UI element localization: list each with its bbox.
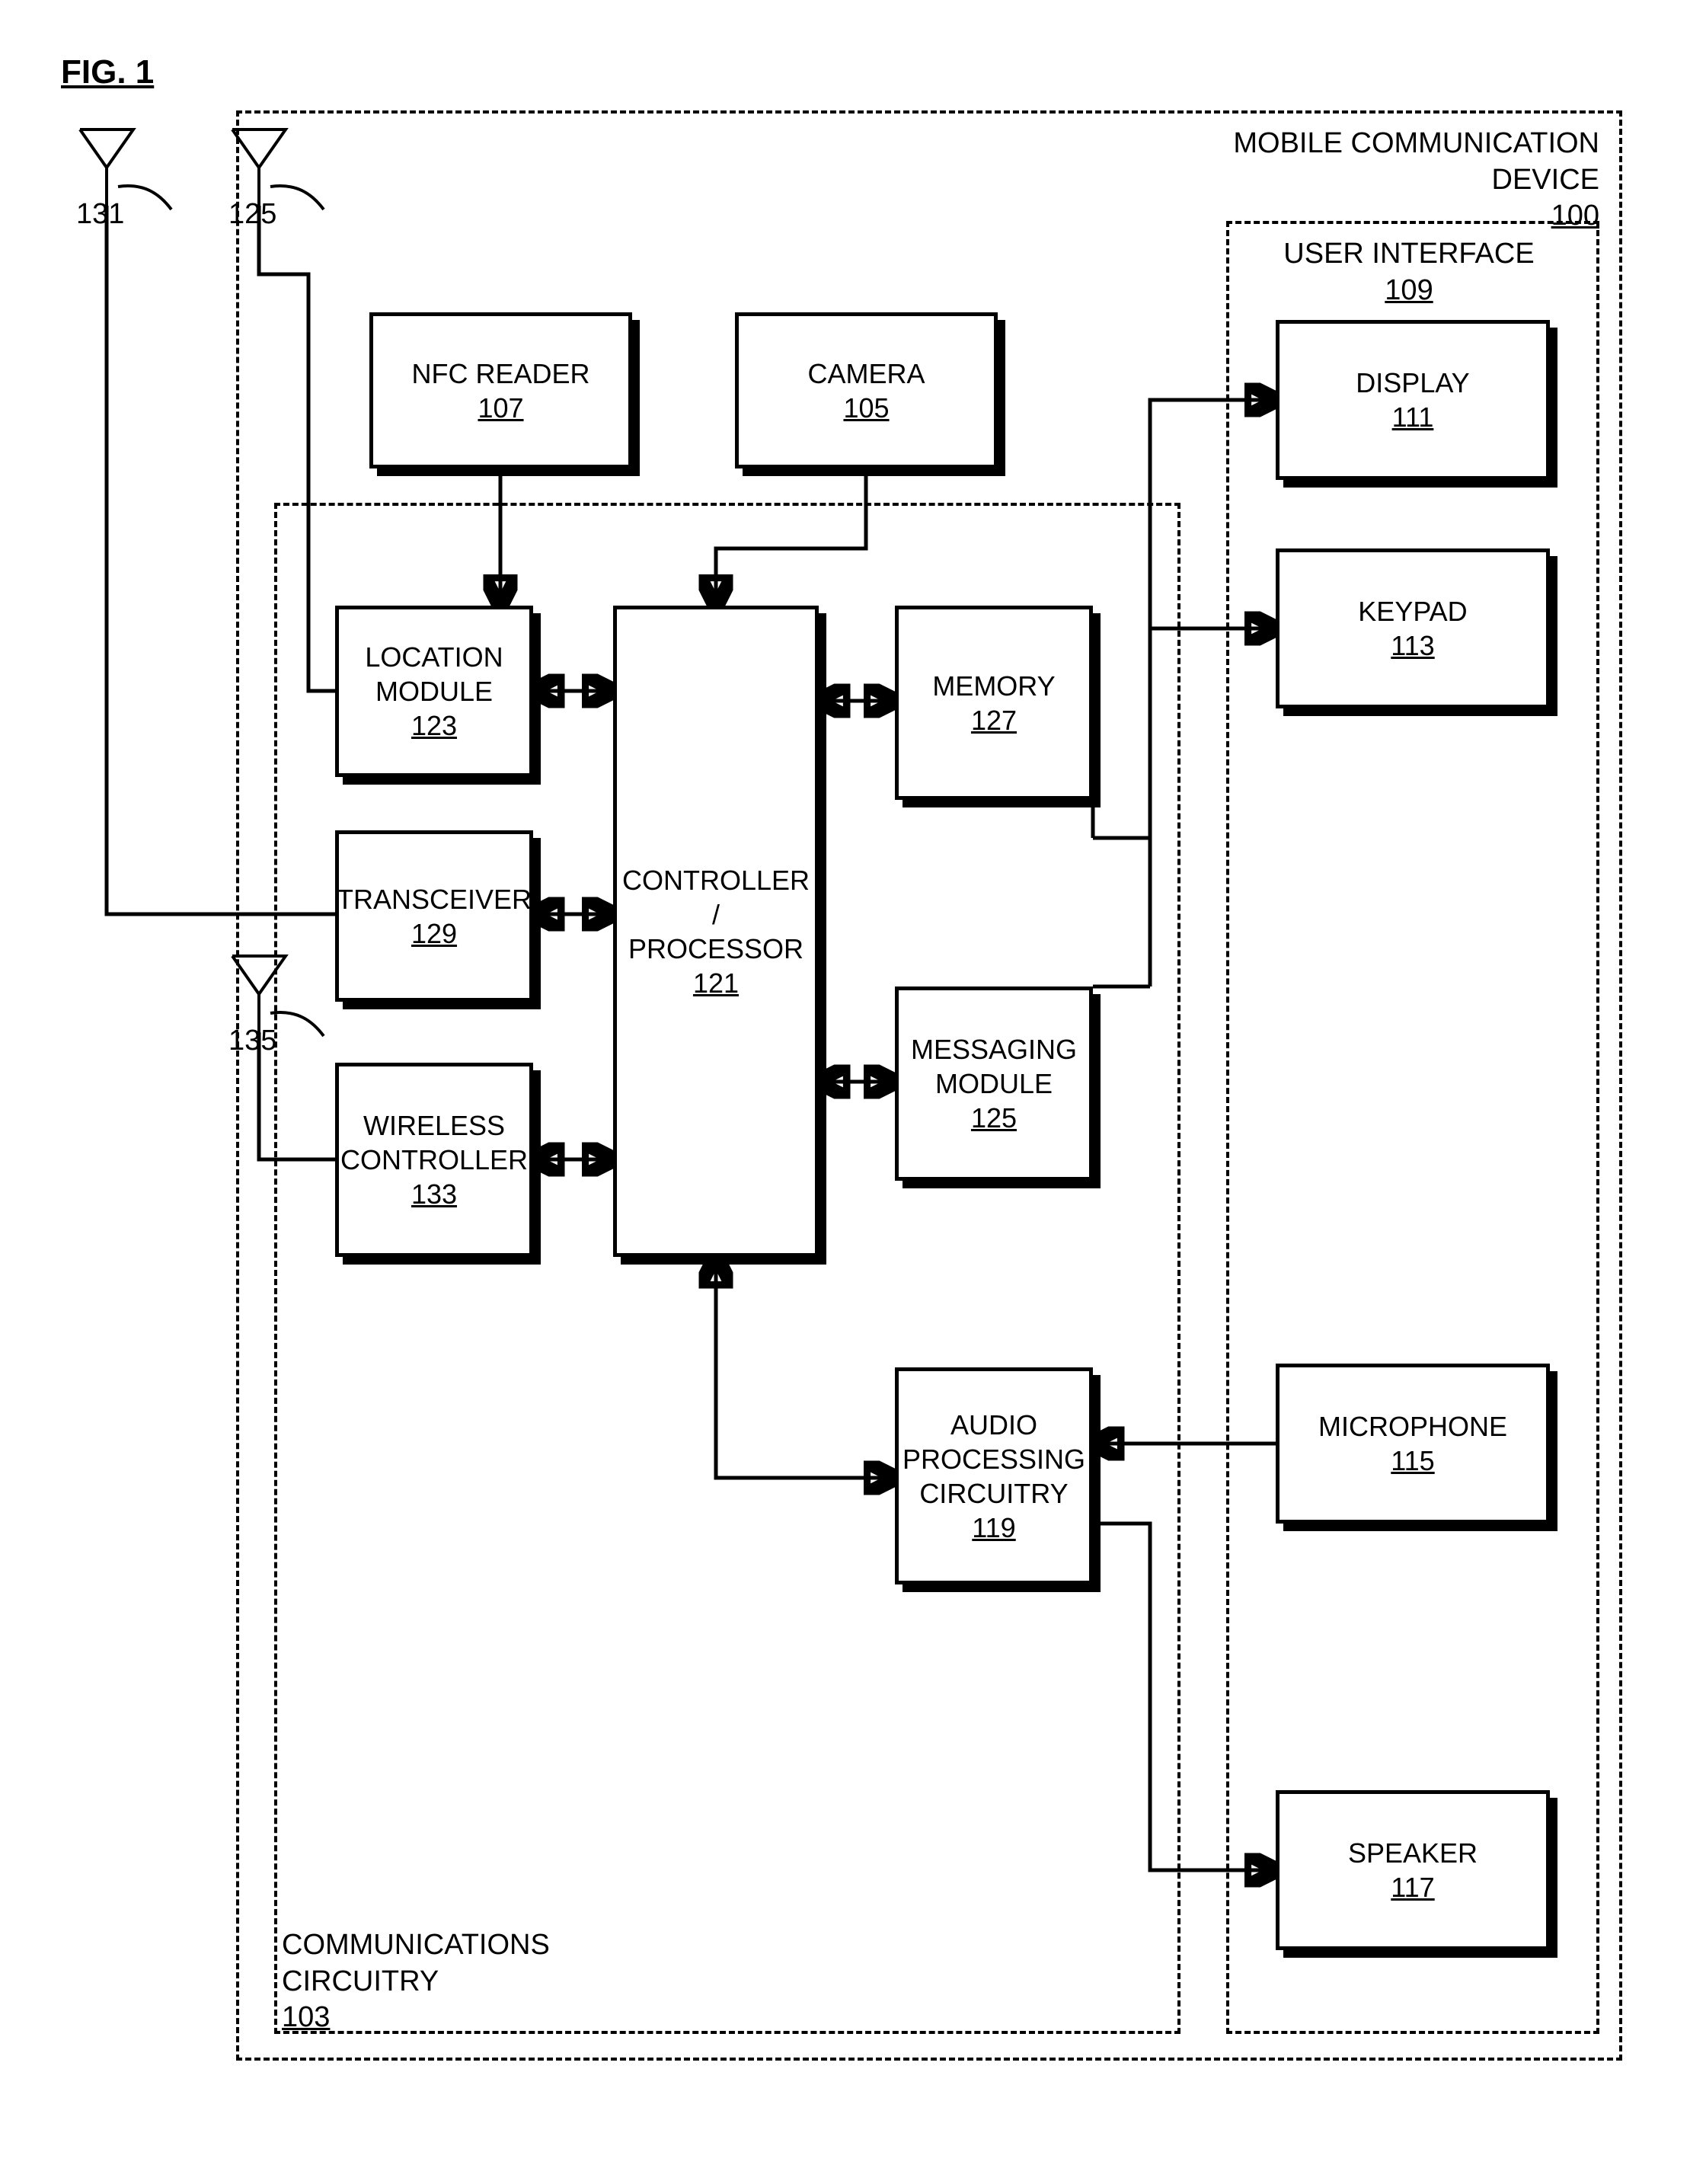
block-cpu-ref: 121 [693,966,739,1000]
block-cpu-name1: CONTROLLER / [617,863,815,932]
block-xcvr: TRANSCEIVER 129 [335,830,533,1002]
block-audio: AUDIO PROCESSING CIRCUITRY 119 [895,1367,1093,1584]
block-loc: LOCATION MODULE 123 [335,606,533,777]
block-cpu: CONTROLLER / PROCESSOR 121 [613,606,819,1257]
block-loc-name2: MODULE [375,674,493,708]
container-comm-text2: CIRCUITRY [282,1965,439,1997]
block-nfc: NFC READER 107 [369,312,632,468]
block-display-ref: 111 [1392,400,1434,434]
container-ui [1226,221,1599,2034]
container-comm-label: COMMUNICATIONS CIRCUITRY 103 [282,1927,556,2036]
page: FIG. 1 131 125 135 MOBILE COMMUNICATION … [0,0,1706,2184]
block-display-name: DISPLAY [1356,366,1469,400]
block-camera-ref: 105 [843,391,889,425]
block-msg-name2: MODULE [935,1066,1053,1101]
container-device-label: MOBILE COMMUNICATION DEVICE 100 [1173,126,1599,235]
block-audio-name3: CIRCUITRY [919,1476,1068,1511]
container-ui-ref: 109 [1385,274,1433,306]
block-msg-ref: 125 [971,1101,1017,1135]
block-spk: SPEAKER 117 [1276,1790,1550,1950]
block-mic: MICROPHONE 115 [1276,1364,1550,1524]
block-mic-ref: 115 [1391,1444,1434,1478]
block-camera: CAMERA 105 [735,312,998,468]
block-camera-name: CAMERA [807,357,925,391]
block-cpu-name2: PROCESSOR [628,932,803,966]
block-nfc-ref: 107 [478,391,523,425]
container-ui-label: USER INTERFACE 109 [1249,236,1569,309]
block-memory-ref: 127 [971,703,1017,737]
block-wctrl: WIRELESS CONTROLLER 133 [335,1063,533,1257]
block-spk-ref: 117 [1391,1870,1434,1904]
block-loc-name1: LOCATION [365,640,503,674]
block-nfc-name: NFC READER [411,357,589,391]
block-mic-name: MICROPHONE [1318,1409,1507,1444]
block-keypad-ref: 113 [1391,628,1434,663]
block-wctrl-ref: 133 [411,1177,457,1211]
container-comm-text1: COMMUNICATIONS [282,1929,550,1961]
block-audio-ref: 119 [972,1511,1015,1545]
antenna-131-label: 131 [76,198,124,231]
block-msg-name1: MESSAGING [911,1032,1077,1066]
container-comm-ref: 103 [282,2001,330,2033]
container-ui-text: USER INTERFACE [1283,238,1534,270]
block-keypad-name: KEYPAD [1358,594,1467,628]
block-audio-name2: PROCESSING [903,1442,1085,1476]
block-audio-name1: AUDIO [950,1408,1037,1442]
block-spk-name: SPEAKER [1348,1836,1478,1870]
block-memory: MEMORY 127 [895,606,1093,800]
block-wctrl-name2: CONTROLLER [340,1143,528,1177]
figure-title: FIG. 1 [61,53,154,91]
block-display: DISPLAY 111 [1276,320,1550,480]
block-keypad: KEYPAD 113 [1276,548,1550,708]
block-loc-ref: 123 [411,708,457,743]
block-xcvr-ref: 129 [411,916,457,951]
block-xcvr-name: TRANSCEIVER [337,882,532,916]
container-device-text: MOBILE COMMUNICATION DEVICE [1233,127,1599,196]
block-msg: MESSAGING MODULE 125 [895,986,1093,1181]
block-memory-name: MEMORY [932,669,1055,703]
block-wctrl-name1: WIRELESS [363,1108,505,1143]
